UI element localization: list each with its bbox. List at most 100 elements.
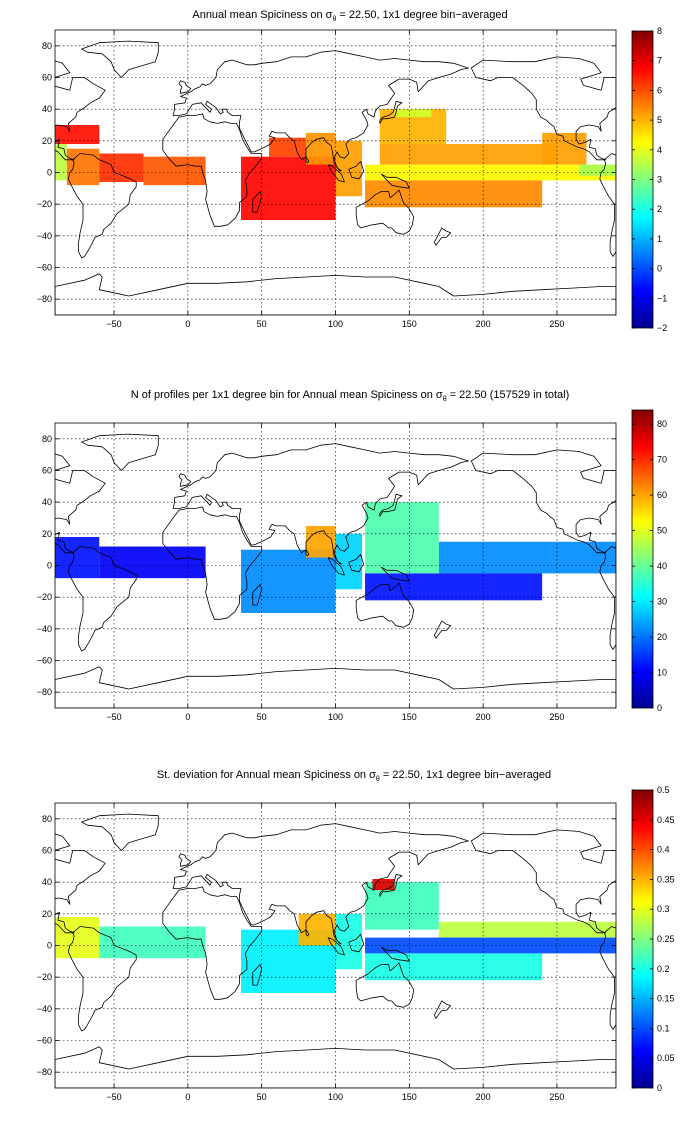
eurasia-coastline [172, 443, 469, 565]
data-cell [305, 132, 336, 165]
madagascar-coastline [252, 191, 263, 213]
eurasia-coastline [172, 50, 469, 172]
x-tick-label: 200 [476, 319, 491, 329]
japan-coastline [379, 493, 403, 517]
grid [55, 803, 616, 1088]
colorbar-tick-label: 0.2 [657, 964, 670, 974]
y-tick-label: 0 [47, 561, 52, 571]
data-cell [365, 882, 439, 930]
data-cell [269, 137, 306, 157]
y-tick-label: −80 [37, 294, 52, 304]
colorbar: 0 10 20 30 40 50 60 70 80 [631, 409, 667, 713]
y-tick-label: 20 [42, 136, 52, 146]
data-cell [365, 180, 543, 208]
colorbar-tick-label: 50 [657, 526, 667, 536]
borneo-coastline [348, 160, 365, 180]
sri-lanka-coastline [305, 549, 310, 557]
south-america-coastline [67, 153, 137, 259]
data-cell [99, 153, 144, 182]
north-america-coastline [55, 60, 106, 161]
data-cells [55, 109, 616, 220]
x-tick-label: 0 [185, 319, 190, 329]
data-cell [55, 537, 100, 579]
grid [55, 423, 616, 708]
sumatra-coastline [327, 557, 345, 576]
x-tick-label: −50 [106, 319, 121, 329]
data-cell [438, 921, 616, 938]
colorbar-tick-label: 80 [657, 419, 667, 429]
north-america-wrap-coastline [470, 449, 616, 554]
grid [55, 30, 616, 315]
coastlines [55, 40, 616, 315]
colorbar: −2 −1 0 1 2 3 4 5 6 7 8 [631, 26, 667, 333]
y-tick-label: 60 [42, 73, 52, 83]
data-cell [365, 937, 616, 954]
map-axes: −50 0 50 100 150 200 250 −80 −60 −40 −20 0 20 40 60 80 [37, 802, 617, 1102]
x-tick-label: 150 [402, 319, 417, 329]
x-tick-label: 150 [402, 712, 417, 722]
new-zealand-coastline [433, 227, 452, 246]
colorbar-tick-label: 0.1 [657, 1023, 670, 1033]
data-cell [365, 502, 439, 574]
new-guinea-coastline [380, 173, 410, 189]
south-america-coastline [67, 546, 137, 652]
data-cell [438, 541, 616, 574]
australia-coastline [355, 189, 415, 235]
data-cell [394, 109, 432, 118]
y-tick-label: 80 [42, 434, 52, 444]
north-america-wrap-coastline [470, 56, 616, 161]
colorbar-tick-label: 0.45 [657, 815, 675, 825]
data-cell [365, 953, 543, 981]
y-tick-label: 80 [42, 41, 52, 51]
data-cell [579, 164, 616, 176]
map-axes: −50 0 50 100 150 200 250 −80 −60 −40 −20 0 20 40 60 80 [37, 29, 617, 329]
sri-lanka-coastline [305, 156, 310, 164]
x-tick-label: 50 [257, 712, 267, 722]
y-tick-label: −80 [37, 1067, 52, 1077]
colorbar-tick-label: 0 [657, 1083, 662, 1093]
x-tick-label: 250 [549, 319, 564, 329]
panel-title: Annual mean Spiciness on σθ = 22.50, 1x1… [192, 9, 507, 23]
colorbar-tick-label: 7 [657, 56, 662, 66]
colorbar-tick-label: 0.5 [657, 785, 670, 795]
colorbar-tick-label: 1 [657, 234, 662, 244]
colorbar-tick-label: 0.4 [657, 845, 670, 855]
colorbar-tick-label: 0.15 [657, 994, 675, 1004]
japan-coastline [379, 873, 403, 897]
profile-count-panel: N of profiles per 1x1 degree bin for Ann… [37, 389, 667, 722]
panel-title: N of profiles per 1x1 degree bin for Ann… [131, 389, 569, 403]
y-tick-label: 60 [42, 466, 52, 476]
y-tick-label: 40 [42, 497, 52, 507]
colorbar-tick-label: 0.35 [657, 874, 675, 884]
data-cell [365, 164, 616, 181]
colorbar-tick-label: 30 [657, 597, 667, 607]
data-cells [55, 502, 616, 613]
new-zealand-coastline [433, 620, 452, 639]
y-tick-label: −20 [37, 972, 52, 982]
y-tick-label: −60 [37, 263, 52, 273]
antarctica-coastline [55, 273, 616, 315]
y-tick-label: −40 [37, 624, 52, 634]
greenland-coastline [81, 40, 159, 78]
colorbar-gradient [631, 789, 654, 1089]
sri-lanka-coastline [305, 929, 310, 937]
south-america-coastline [67, 926, 137, 1032]
madagascar-coastline [252, 964, 263, 986]
colorbar-tick-label: 6 [657, 85, 662, 95]
data-cell [66, 148, 100, 186]
y-tick-label: 20 [42, 529, 52, 539]
y-tick-label: −60 [37, 1036, 52, 1046]
colorbar-tick-label: 70 [657, 455, 667, 465]
y-tick-label: 0 [47, 168, 52, 178]
map-axes: −50 0 50 100 150 200 250 −80 −60 −40 −20 0 20 40 60 80 [37, 422, 617, 722]
x-tick-label: 0 [185, 1092, 190, 1102]
sumatra-coastline [327, 937, 345, 956]
data-cell [335, 533, 363, 590]
antarctica-coastline [55, 1046, 616, 1088]
madagascar-coastline [252, 584, 263, 606]
africa-coastline [162, 113, 263, 227]
y-tick-label: 0 [47, 941, 52, 951]
y-tick-label: −60 [37, 656, 52, 666]
x-tick-label: 250 [549, 1092, 564, 1102]
australia-coastline [355, 962, 415, 1008]
